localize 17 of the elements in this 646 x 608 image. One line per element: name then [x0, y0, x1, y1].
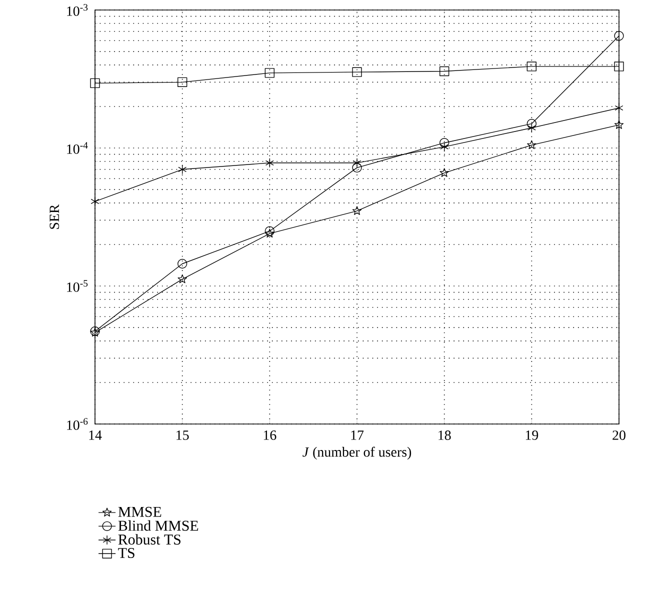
x-tick-label: 16 — [264, 430, 276, 440]
y-tick-label: 10$^{-5}$ — [67, 280, 88, 292]
legend-label: MMSE — [118, 506, 162, 517]
x-tick-label: 20 — [612, 430, 626, 440]
y-tick-label: 10$^{-4}$ — [67, 142, 88, 154]
x-tick-label: 15 — [176, 430, 189, 440]
x-axis-title: J (number of users) — [302, 446, 412, 460]
y-tick-label: 10$^{-3}$ — [67, 4, 88, 16]
x-tick-label: 17 — [351, 430, 364, 440]
legend-label: Blind MMSE — [118, 520, 198, 531]
x-tick-label: 18 — [438, 430, 451, 440]
legend-label: Robust TS — [118, 534, 180, 545]
x-tick-label: 14 — [89, 430, 102, 440]
y-tick-label: 10$^{-6}$ — [67, 418, 88, 430]
y-axis-title: SER — [50, 204, 60, 229]
x-tick-label: 19 — [526, 430, 538, 440]
legend-label: TS — [118, 548, 134, 558]
